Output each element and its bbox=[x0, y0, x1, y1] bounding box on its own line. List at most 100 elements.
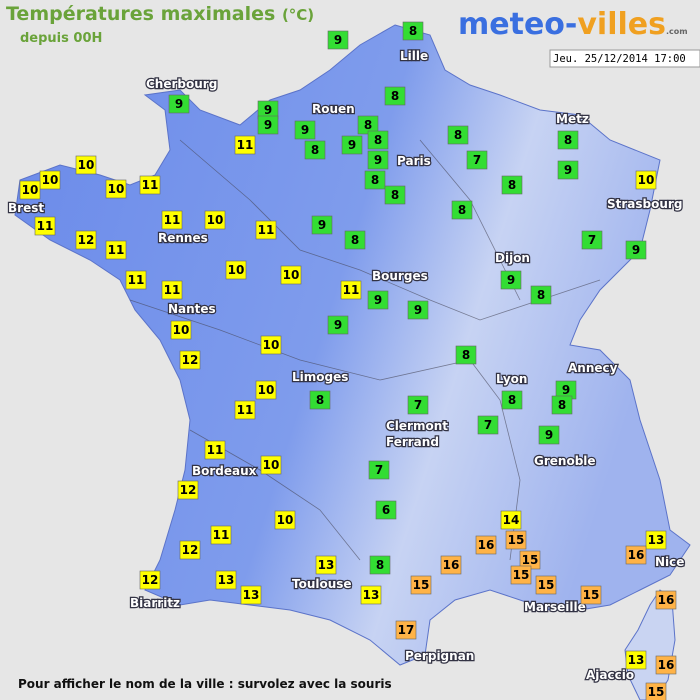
marker-value: 8 bbox=[351, 233, 359, 247]
city-label: Rennes bbox=[158, 231, 208, 245]
marker-value: 10 bbox=[22, 183, 39, 197]
marker-box bbox=[384, 86, 406, 106]
marker-value: 9 bbox=[564, 163, 572, 177]
marker-box bbox=[255, 380, 277, 400]
marker-box bbox=[179, 350, 201, 370]
temperature-marker: 10 bbox=[260, 455, 282, 475]
temperature-marker: 12 bbox=[75, 230, 97, 250]
marker-value: 10 bbox=[638, 173, 655, 187]
marker-value: 11 bbox=[343, 283, 360, 297]
temperature-marker: 8 bbox=[304, 140, 326, 160]
temperature-marker: 11 bbox=[125, 270, 147, 290]
marker-value: 9 bbox=[318, 218, 326, 232]
temperature-marker: 10 bbox=[635, 170, 657, 190]
marker-box bbox=[234, 135, 256, 155]
temperature-marker: 11 bbox=[340, 280, 362, 300]
marker-box bbox=[304, 140, 326, 160]
marker-value: 11 bbox=[108, 243, 125, 257]
marker-box bbox=[280, 265, 302, 285]
city-label: Perpignan bbox=[405, 649, 474, 663]
marker-value: 13 bbox=[218, 573, 235, 587]
temperature-marker: 13 bbox=[215, 570, 237, 590]
marker-box bbox=[204, 440, 226, 460]
marker-box bbox=[360, 585, 382, 605]
marker-value: 8 bbox=[376, 558, 384, 572]
marker-value: 10 bbox=[207, 213, 224, 227]
temperature-marker: 9 bbox=[168, 94, 190, 114]
logo: meteo-villes.com bbox=[458, 7, 688, 42]
marker-box bbox=[260, 455, 282, 475]
marker-value: 13 bbox=[318, 558, 335, 572]
marker-value: 9 bbox=[632, 243, 640, 257]
city-label: Limoges bbox=[292, 370, 348, 384]
marker-value: 16 bbox=[443, 558, 460, 572]
marker-value: 11 bbox=[237, 403, 254, 417]
temperature-marker: 11 bbox=[255, 220, 277, 240]
marker-value: 11 bbox=[237, 138, 254, 152]
marker-box bbox=[501, 390, 523, 410]
temperature-marker: 10 bbox=[105, 179, 127, 199]
marker-box bbox=[215, 570, 237, 590]
city-label: Cherbourg bbox=[146, 77, 217, 91]
city-label: Ajaccio bbox=[586, 668, 634, 682]
marker-value: 10 bbox=[42, 173, 59, 187]
marker-value: 12 bbox=[142, 573, 159, 587]
marker-value: 8 bbox=[391, 89, 399, 103]
marker-value: 15 bbox=[413, 578, 430, 592]
marker-value: 14 bbox=[503, 513, 520, 527]
marker-box bbox=[340, 280, 362, 300]
temperature-marker: 8 bbox=[451, 200, 473, 220]
marker-value: 9 bbox=[175, 97, 183, 111]
temperature-marker: 10 bbox=[19, 180, 41, 200]
temperature-marker: 9 bbox=[311, 215, 333, 235]
temperature-marker: 16 bbox=[655, 590, 677, 610]
marker-box bbox=[402, 21, 424, 41]
temperature-marker: 9 bbox=[367, 150, 389, 170]
marker-box bbox=[311, 215, 333, 235]
marker-value: 9 bbox=[264, 118, 272, 132]
marker-value: 8 bbox=[409, 24, 417, 38]
marker-box bbox=[407, 300, 429, 320]
city-label: Lille bbox=[400, 49, 428, 63]
marker-value: 9 bbox=[348, 138, 356, 152]
temperature-marker: 7 bbox=[368, 460, 390, 480]
marker-value: 10 bbox=[108, 182, 125, 196]
marker-value: 8 bbox=[374, 133, 382, 147]
marker-box bbox=[75, 230, 97, 250]
temperature-marker: 11 bbox=[161, 210, 183, 230]
marker-value: 6 bbox=[382, 503, 390, 517]
marker-box bbox=[344, 230, 366, 250]
marker-box bbox=[367, 130, 389, 150]
marker-value: 9 bbox=[374, 293, 382, 307]
marker-box bbox=[19, 180, 41, 200]
temperature-marker: 8 bbox=[447, 125, 469, 145]
marker-box bbox=[375, 500, 397, 520]
temperature-marker: 12 bbox=[139, 570, 161, 590]
temperature-marker: 15 bbox=[519, 550, 541, 570]
temperature-marker: 15 bbox=[510, 565, 532, 585]
marker-box bbox=[161, 210, 183, 230]
city-label: Annecy bbox=[568, 361, 618, 375]
temperature-marker: 15 bbox=[505, 530, 527, 550]
marker-box bbox=[645, 530, 667, 550]
marker-box bbox=[105, 240, 127, 260]
marker-value: 15 bbox=[513, 568, 530, 582]
marker-value: 16 bbox=[628, 548, 645, 562]
marker-box bbox=[451, 200, 473, 220]
marker-value: 10 bbox=[258, 383, 275, 397]
temperature-marker: 16 bbox=[625, 545, 647, 565]
marker-value: 9 bbox=[562, 383, 570, 397]
temperature-marker: 15 bbox=[535, 575, 557, 595]
temperature-marker: 6 bbox=[375, 500, 397, 520]
marker-box bbox=[557, 160, 579, 180]
marker-box bbox=[327, 30, 349, 50]
marker-value: 7 bbox=[484, 418, 492, 432]
marker-value: 16 bbox=[658, 658, 675, 672]
marker-value: 8 bbox=[462, 348, 470, 362]
marker-value: 16 bbox=[478, 538, 495, 552]
marker-value: 15 bbox=[538, 578, 555, 592]
temperature-marker: 11 bbox=[234, 135, 256, 155]
marker-value: 10 bbox=[263, 338, 280, 352]
city-label: Paris bbox=[397, 154, 431, 168]
marker-value: 11 bbox=[164, 283, 181, 297]
